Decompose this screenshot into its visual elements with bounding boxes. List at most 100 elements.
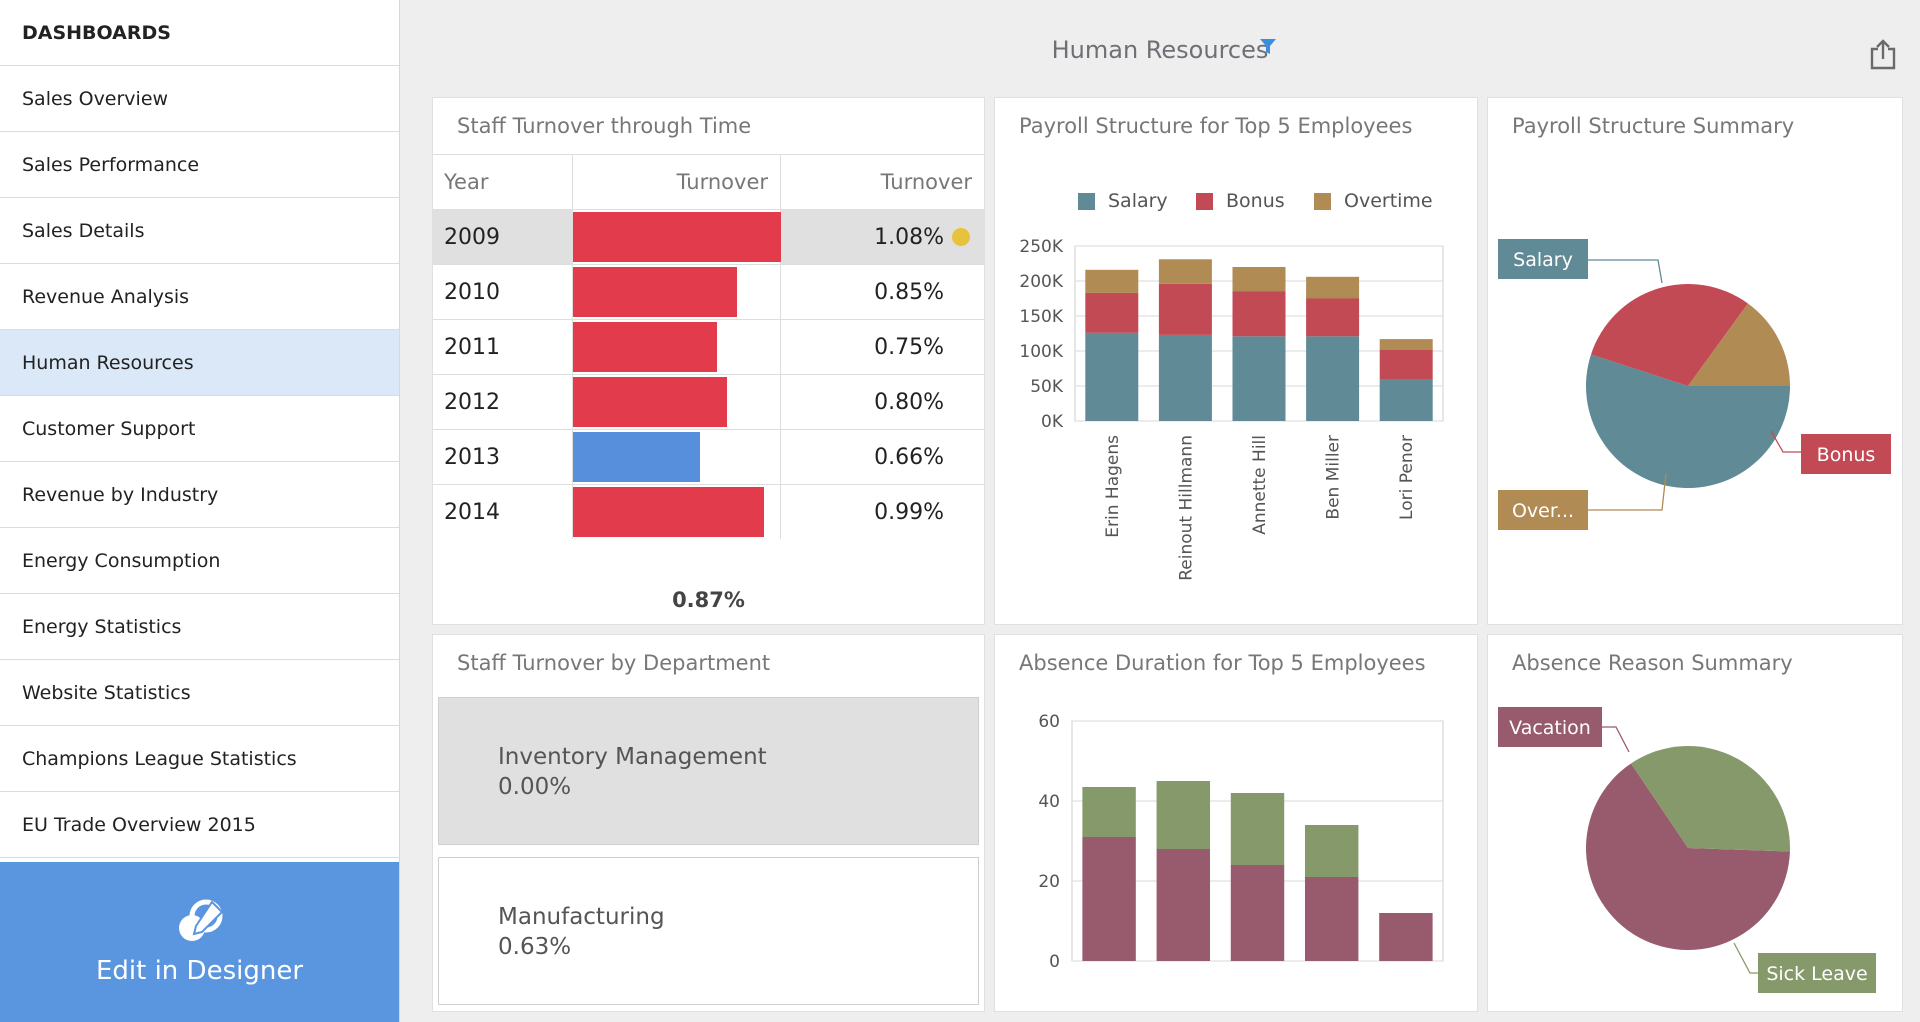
bar-bonus-1[interactable] <box>1158 283 1212 335</box>
sidebar-item-revenue-analysis[interactable]: Revenue Analysis <box>0 264 399 330</box>
sidebar-item-website-statistics[interactable]: Website Statistics <box>0 660 399 726</box>
payroll-pie-card: Payroll Structure Summary Salary Bonus Ove… <box>1487 97 1903 625</box>
x-tick-label: Lori Penor <box>1397 435 1417 520</box>
bar-bonus-2[interactable] <box>1232 291 1286 337</box>
sidebar-item-sales-overview[interactable]: Sales Overview <box>0 66 399 132</box>
grid-row-2012[interactable]: 2012 0.80% <box>433 374 984 429</box>
y-tick-label: 150K <box>1019 307 1063 327</box>
bar-overtime-2[interactable] <box>1232 267 1286 292</box>
grid-cell-value: 1.08% <box>781 210 984 264</box>
y-tick-label: 50K <box>1030 377 1064 397</box>
grid-row-2010[interactable]: 2010 0.85% <box>433 264 984 319</box>
bar-series-0-1[interactable] <box>1156 849 1211 961</box>
pie-slice-salary[interactable] <box>1586 354 1790 488</box>
department-item-inventory[interactable]: Inventory Management 0.00% <box>438 697 979 845</box>
payroll-chart-card: Payroll Structure for Top 5 Employees 0K… <box>994 97 1478 625</box>
turnover-bar <box>573 212 781 262</box>
grid-header-turnover-bar[interactable]: Turnover <box>573 155 781 209</box>
bar-salary-4[interactable] <box>1379 379 1433 421</box>
legend-swatch-salary <box>1078 193 1095 210</box>
edit-in-designer-button[interactable]: Edit in Designer <box>0 862 399 1022</box>
bar-series-1-3[interactable] <box>1304 825 1359 877</box>
bar-series-0-2[interactable] <box>1230 865 1285 961</box>
grid-header-row: Year Turnover Turnover <box>433 154 984 209</box>
bar-salary-3[interactable] <box>1306 336 1360 421</box>
payroll-chart-title: Payroll Structure for Top 5 Employees <box>1019 114 1413 138</box>
legend-swatch-bonus <box>1196 193 1213 210</box>
grid-header-year[interactable]: Year <box>433 155 573 209</box>
sidebar-item-eu-trade-overview-2015[interactable]: EU Trade Overview 2015 <box>0 792 399 858</box>
department-name: Inventory Management <box>498 744 767 770</box>
grid-row-2009[interactable]: 2009 1.08% <box>433 209 984 264</box>
bar-overtime-0[interactable] <box>1085 269 1139 293</box>
legend-label-bonus: Bonus <box>1226 190 1285 212</box>
grid-rows: 2009 1.08% 2010 0.85% 2011 0.75% 2012 0.80% 2013… <box>433 209 984 539</box>
bar-series-1-0[interactable] <box>1082 787 1136 837</box>
bar-salary-1[interactable] <box>1158 334 1212 421</box>
sidebar-header: DASHBOARDS <box>0 0 399 66</box>
department-name: Manufacturing <box>498 904 665 930</box>
bar-series-1-2[interactable] <box>1230 793 1285 865</box>
turnover-bar <box>573 322 718 372</box>
sidebar-item-champions-league-statistics[interactable]: Champions League Statistics <box>0 726 399 792</box>
callout-box-salary <box>1498 239 1588 279</box>
sidebar-item-human-resources[interactable]: Human Resources <box>0 330 399 396</box>
grid-total: 0.87% <box>672 588 745 612</box>
turnover-value-text: 0.99% <box>874 499 944 525</box>
grid-header-turnover-value[interactable]: Turnover <box>880 170 972 194</box>
bar-overtime-3[interactable] <box>1306 276 1360 299</box>
bar-salary-2[interactable] <box>1232 336 1286 421</box>
sidebar-item-energy-statistics[interactable]: Energy Statistics <box>0 594 399 660</box>
grid-cell-bar <box>573 485 781 539</box>
pie-slice-bonus[interactable] <box>1590 284 1748 386</box>
bar-series-0-4[interactable] <box>1379 913 1433 961</box>
turnover-bar <box>573 432 701 482</box>
bar-bonus-3[interactable] <box>1306 298 1360 337</box>
department-value: 0.63% <box>498 934 572 960</box>
turnover-value-text: 0.85% <box>874 279 944 305</box>
grid-row-2014[interactable]: 2014 0.99% <box>433 484 984 539</box>
turnover-value-text: 0.66% <box>874 444 944 470</box>
bar-salary-0[interactable] <box>1085 332 1139 421</box>
y-tick-label: 20 <box>1038 872 1060 892</box>
payroll-pie-title: Payroll Structure Summary <box>1512 114 1795 138</box>
bar-series-1-1[interactable] <box>1156 781 1211 849</box>
export-icon[interactable] <box>1869 38 1897 70</box>
department-item-manufacturing[interactable]: Manufacturing 0.63% <box>438 857 979 1005</box>
turnover-value-text: 1.08% <box>874 224 944 250</box>
grid-cell-year: 2009 <box>433 210 573 264</box>
bar-bonus-4[interactable] <box>1379 349 1433 379</box>
callout-line <box>1733 942 1758 974</box>
legend-label-salary: Salary <box>1108 190 1168 212</box>
callout-label-bonus: Bonus <box>1817 444 1876 466</box>
callout-label-sick-leave: Sick Leave <box>1766 963 1867 985</box>
pie-slice-vacation[interactable] <box>1586 763 1790 950</box>
turnover-bar <box>573 267 737 317</box>
status-dot-icon <box>952 228 970 246</box>
grid-cell-value: 0.85% <box>781 265 984 319</box>
grid-cell-bar <box>573 320 781 374</box>
y-tick-label: 60 <box>1038 712 1060 732</box>
sidebar-item-sales-performance[interactable]: Sales Performance <box>0 132 399 198</box>
grid-cell-bar <box>573 375 781 429</box>
sidebar-item-sales-details[interactable]: Sales Details <box>0 198 399 264</box>
sidebar-item-revenue-by-industry[interactable]: Revenue by Industry <box>0 462 399 528</box>
bar-overtime-1[interactable] <box>1158 259 1212 284</box>
grid-cell-value: 0.75% <box>781 320 984 374</box>
grid-cell-year: 2013 <box>433 430 573 484</box>
sidebar-item-energy-consumption[interactable]: Energy Consumption <box>0 528 399 594</box>
y-tick-label: 200K <box>1019 272 1063 292</box>
bar-overtime-4[interactable] <box>1379 339 1433 350</box>
grid-row-2013[interactable]: 2013 0.66% <box>433 429 984 484</box>
pie-slice-over[interactable] <box>1688 303 1790 386</box>
filter-icon[interactable] <box>1259 38 1277 56</box>
sidebar-item-customer-support[interactable]: Customer Support <box>0 396 399 462</box>
callout-label-salary: Salary <box>1513 249 1573 271</box>
department-value: 0.00% <box>498 774 572 800</box>
bar-bonus-0[interactable] <box>1085 292 1139 333</box>
bar-series-0-0[interactable] <box>1082 837 1136 961</box>
pie-slice-sick-leave[interactable] <box>1630 746 1790 852</box>
bar-series-0-3[interactable] <box>1304 877 1359 961</box>
absence-chart-card: Absence Duration for Top 5 Employees 0 20… <box>994 634 1478 1012</box>
grid-row-2011[interactable]: 2011 0.75% <box>433 319 984 374</box>
